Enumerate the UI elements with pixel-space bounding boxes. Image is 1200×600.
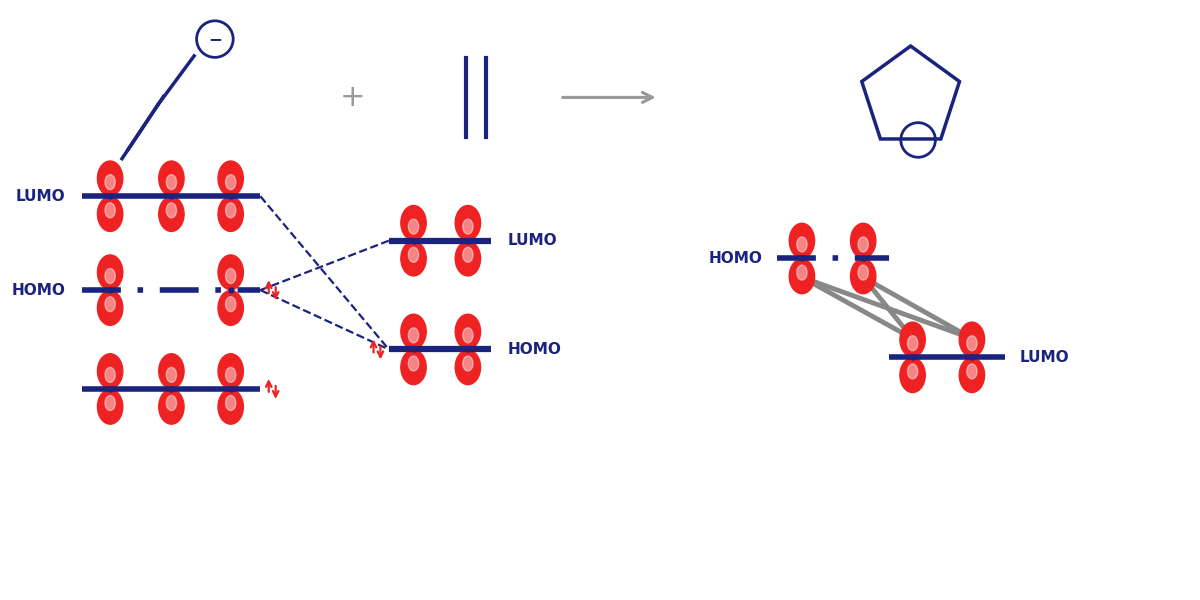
Ellipse shape xyxy=(158,197,184,232)
Ellipse shape xyxy=(858,237,869,252)
Text: +: + xyxy=(340,83,365,112)
Text: LUMO: LUMO xyxy=(1019,350,1069,365)
Text: LUMO: LUMO xyxy=(508,233,557,248)
Ellipse shape xyxy=(463,328,473,343)
Ellipse shape xyxy=(401,241,426,276)
Ellipse shape xyxy=(97,389,122,424)
Ellipse shape xyxy=(967,336,977,351)
Text: −: − xyxy=(912,133,924,148)
Ellipse shape xyxy=(455,241,480,276)
Ellipse shape xyxy=(408,247,419,262)
Ellipse shape xyxy=(226,296,236,312)
Ellipse shape xyxy=(226,175,236,190)
Ellipse shape xyxy=(401,205,426,240)
Text: HOMO: HOMO xyxy=(708,251,762,266)
Ellipse shape xyxy=(797,237,808,252)
Ellipse shape xyxy=(167,395,176,410)
Ellipse shape xyxy=(790,223,815,258)
Ellipse shape xyxy=(218,197,244,232)
Ellipse shape xyxy=(104,203,115,218)
Ellipse shape xyxy=(226,367,236,382)
Ellipse shape xyxy=(167,203,176,218)
Ellipse shape xyxy=(97,290,122,325)
Ellipse shape xyxy=(408,356,419,371)
Ellipse shape xyxy=(401,350,426,385)
Ellipse shape xyxy=(408,219,419,234)
Text: −: − xyxy=(208,30,222,48)
Ellipse shape xyxy=(104,395,115,410)
Ellipse shape xyxy=(455,314,480,349)
Ellipse shape xyxy=(851,259,876,293)
Ellipse shape xyxy=(158,354,184,388)
Text: LUMO: LUMO xyxy=(16,189,66,204)
Ellipse shape xyxy=(226,395,236,410)
Ellipse shape xyxy=(851,223,876,258)
Ellipse shape xyxy=(97,255,122,290)
Ellipse shape xyxy=(167,367,176,382)
Ellipse shape xyxy=(104,296,115,312)
Ellipse shape xyxy=(104,367,115,382)
Ellipse shape xyxy=(401,314,426,349)
Ellipse shape xyxy=(900,322,925,357)
Ellipse shape xyxy=(104,269,115,284)
Ellipse shape xyxy=(455,350,480,385)
Ellipse shape xyxy=(158,389,184,424)
Ellipse shape xyxy=(967,364,977,379)
Ellipse shape xyxy=(218,389,244,424)
Ellipse shape xyxy=(226,203,236,218)
Ellipse shape xyxy=(104,175,115,190)
Ellipse shape xyxy=(959,322,984,357)
Ellipse shape xyxy=(463,247,473,262)
Ellipse shape xyxy=(900,358,925,392)
Ellipse shape xyxy=(226,269,236,284)
Ellipse shape xyxy=(463,356,473,371)
Ellipse shape xyxy=(797,265,808,280)
Ellipse shape xyxy=(463,219,473,234)
Ellipse shape xyxy=(97,354,122,388)
Ellipse shape xyxy=(97,161,122,196)
Ellipse shape xyxy=(158,161,184,196)
Ellipse shape xyxy=(907,336,918,351)
Ellipse shape xyxy=(218,290,244,325)
Ellipse shape xyxy=(790,259,815,293)
Ellipse shape xyxy=(455,205,480,240)
Ellipse shape xyxy=(218,255,244,290)
Text: HOMO: HOMO xyxy=(12,283,66,298)
Ellipse shape xyxy=(959,358,984,392)
Ellipse shape xyxy=(907,364,918,379)
Ellipse shape xyxy=(218,161,244,196)
Ellipse shape xyxy=(97,197,122,232)
Ellipse shape xyxy=(218,354,244,388)
Text: HOMO: HOMO xyxy=(508,342,562,357)
Ellipse shape xyxy=(167,175,176,190)
Ellipse shape xyxy=(858,265,869,280)
Ellipse shape xyxy=(408,328,419,343)
